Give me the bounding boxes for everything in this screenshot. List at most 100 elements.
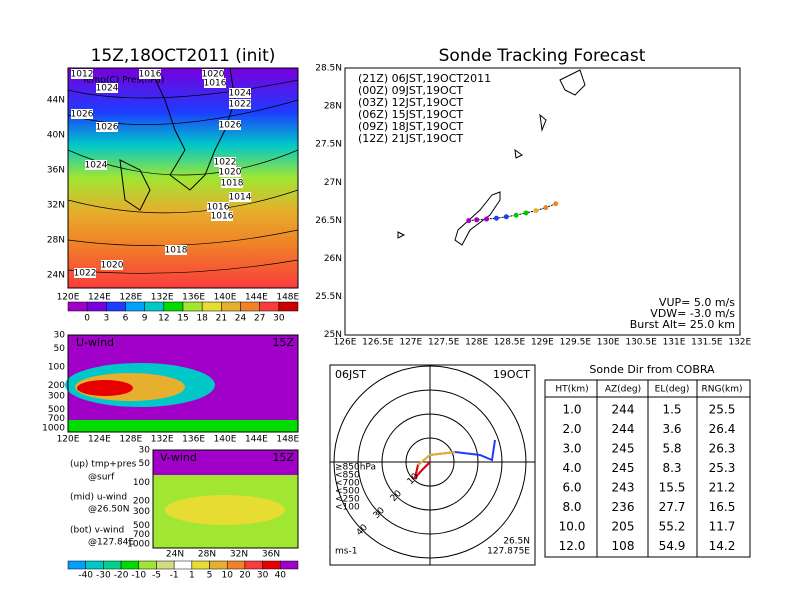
note: @surf bbox=[88, 473, 115, 483]
contour-label: 1018 bbox=[221, 179, 244, 189]
legend-entry: (00Z) 09JST,19OCT bbox=[358, 84, 463, 97]
colorbar-box bbox=[120, 560, 140, 570]
level-label: 100 bbox=[133, 478, 150, 488]
legend-entry: (09Z) 18JST,19OCT bbox=[358, 120, 463, 133]
contour-label: 1022 bbox=[229, 100, 252, 110]
table-cell: 55.2 bbox=[659, 520, 686, 534]
level-label: 200 bbox=[48, 381, 65, 391]
panel-label: U-wind bbox=[76, 336, 114, 349]
colorbar-box bbox=[278, 301, 299, 312]
colorbar-box bbox=[144, 301, 165, 312]
level-label: 100 bbox=[48, 362, 65, 372]
lat-label: 26N bbox=[324, 254, 342, 264]
label-bg bbox=[202, 69, 224, 79]
lat-label: 25.5N bbox=[315, 292, 342, 302]
colorbar-box bbox=[106, 301, 126, 312]
colorbar-box bbox=[262, 560, 281, 570]
lat-label: 28N bbox=[324, 102, 342, 112]
table-header: AZ(deg) bbox=[605, 385, 641, 395]
lat-label: 40N bbox=[47, 131, 65, 141]
lon: 127.875E bbox=[487, 547, 530, 557]
colorbar-label: 1 bbox=[189, 571, 195, 581]
lat-label: 36N bbox=[47, 166, 65, 176]
contour-label: 1024 bbox=[96, 84, 119, 94]
lon-label: 127.5E bbox=[428, 338, 460, 348]
colorbar-box bbox=[86, 301, 107, 312]
panel-time: 15Z bbox=[272, 451, 294, 464]
table-title: Sonde Dir from COBRA bbox=[589, 363, 715, 376]
note: (mid) u-wind bbox=[70, 493, 127, 503]
table-cell: 245 bbox=[612, 442, 635, 456]
lon-label: 128E bbox=[465, 338, 488, 348]
lon-label: 132E bbox=[728, 338, 751, 348]
colorbar-box bbox=[103, 560, 122, 570]
label-bg bbox=[229, 88, 251, 98]
table-cell: 3.0 bbox=[562, 442, 581, 456]
lon-label: 128E bbox=[119, 293, 142, 303]
vwind-core bbox=[165, 495, 285, 525]
note: (up) tmp+pres bbox=[70, 460, 137, 470]
level-label: 500 bbox=[48, 405, 65, 415]
label-bg bbox=[96, 83, 118, 93]
level-label: 30 bbox=[139, 446, 151, 456]
contour-label: 1014 bbox=[229, 193, 252, 203]
track-point bbox=[533, 208, 539, 214]
wind-hodograph bbox=[417, 451, 456, 466]
label-bg bbox=[139, 69, 161, 79]
lat-label: 27.5N bbox=[315, 140, 342, 150]
contour-label: 1016 bbox=[211, 212, 234, 222]
note: (bot) v-wind bbox=[70, 526, 124, 536]
lat-label: 28N bbox=[198, 550, 216, 560]
contour-label: 1020 bbox=[101, 261, 124, 271]
lon-label: 136E bbox=[182, 293, 205, 303]
colorbar-box bbox=[163, 301, 184, 312]
lat-label: 32N bbox=[47, 201, 65, 211]
colorbar-label: 10 bbox=[222, 571, 234, 581]
level-label: 50 bbox=[54, 344, 66, 354]
track-point bbox=[553, 201, 559, 207]
label-bg bbox=[229, 192, 251, 202]
colorbar-box bbox=[182, 301, 203, 312]
track-point bbox=[513, 212, 519, 218]
title: Sonde Tracking Forecast bbox=[439, 46, 646, 66]
colorbar-label: -1 bbox=[170, 571, 179, 581]
table-cell: 26.3 bbox=[709, 442, 736, 456]
lat-label: 28N bbox=[47, 236, 65, 246]
label-bg bbox=[101, 260, 123, 270]
label-bg bbox=[207, 202, 229, 212]
level-label: 50 bbox=[139, 459, 151, 469]
lon-label: 132E bbox=[151, 435, 174, 445]
track-point bbox=[543, 205, 549, 211]
level-legend: ≥850hPa bbox=[335, 463, 376, 473]
colorbar-label: 12 bbox=[158, 314, 169, 324]
table-cell: 8.0 bbox=[562, 500, 581, 514]
table-cell: 14.2 bbox=[709, 539, 736, 553]
lon-label: 127E bbox=[399, 338, 422, 348]
table-cell: 10.0 bbox=[559, 520, 586, 534]
colorbar-label: 15 bbox=[177, 314, 188, 324]
lon-label: 144E bbox=[245, 435, 268, 445]
label-bg bbox=[229, 99, 251, 109]
colorbar-label: 18 bbox=[196, 314, 208, 324]
legend-entry: (03Z) 12JST,19OCT bbox=[358, 96, 463, 109]
level-label: 300 bbox=[133, 507, 150, 517]
lon-label: 148E bbox=[276, 435, 299, 445]
level-label: 300 bbox=[48, 392, 65, 402]
track-point bbox=[493, 215, 499, 221]
colorbar-box bbox=[125, 301, 145, 312]
colorbar-label: 0 bbox=[84, 314, 90, 324]
colorbar-label: -30 bbox=[96, 571, 111, 581]
colorbar-label: 30 bbox=[273, 314, 285, 324]
track-point bbox=[484, 216, 490, 222]
table-cell: 21.2 bbox=[709, 481, 736, 495]
lat-label: 26.5N bbox=[315, 216, 342, 226]
contour-label: 1024 bbox=[85, 161, 108, 171]
table-cell: 2.0 bbox=[562, 422, 581, 436]
contour-label: 1012 bbox=[71, 70, 94, 80]
unit: ms-1 bbox=[335, 547, 357, 557]
title: 15Z,18OCT2011 (init) bbox=[91, 46, 276, 66]
level-label: 30 bbox=[54, 331, 66, 341]
table-header: HT(km) bbox=[555, 385, 588, 395]
panel-time: 15Z bbox=[272, 336, 294, 349]
table-cell: 244 bbox=[612, 422, 635, 436]
